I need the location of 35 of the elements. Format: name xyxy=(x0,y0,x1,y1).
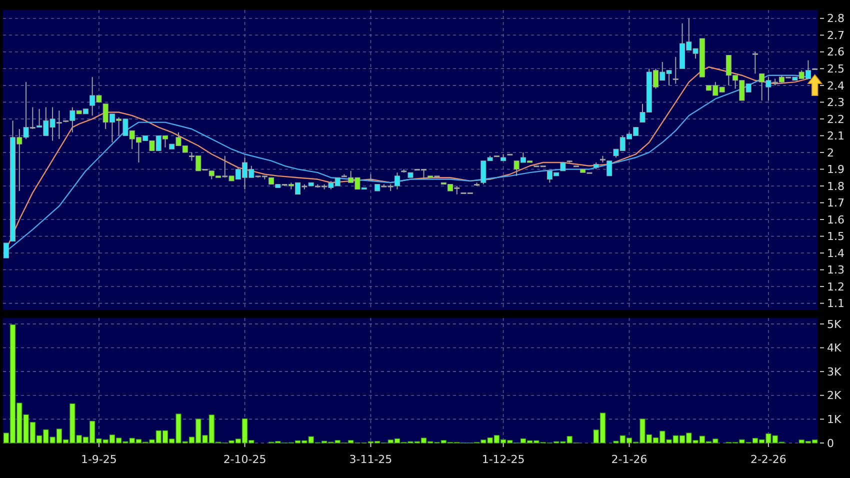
candlestick xyxy=(3,242,9,258)
y-tick-label: 2.7 xyxy=(827,28,844,42)
x-tick-label: 2-1-26 xyxy=(611,453,648,466)
y-tick-label: 1.4 xyxy=(827,246,844,260)
y-tick-label: 2K xyxy=(827,389,842,402)
y-tick-label: 2 xyxy=(827,146,834,160)
y-tick-label: 2.8 xyxy=(827,12,844,26)
x-tick-label: 1-9-25 xyxy=(80,453,117,466)
y-tick-label: 2.6 xyxy=(827,46,844,59)
x-tick-label: 1-12-25 xyxy=(482,453,525,466)
candlestick xyxy=(752,51,758,74)
y-tick-label: 1.6 xyxy=(827,213,844,226)
y-tick-label: 2.3 xyxy=(827,96,844,110)
y-tick-label: 1.1 xyxy=(827,297,844,310)
y-tick-label: 1.8 xyxy=(827,180,844,193)
y-tick-label: 5K xyxy=(827,318,842,331)
candlestick xyxy=(368,174,374,181)
x-tick-label: 2-2-26 xyxy=(750,453,786,466)
y-tick-label: 2.5 xyxy=(827,62,844,76)
x-tick-label: 2-10-25 xyxy=(223,453,266,466)
y-tick-label: 1K xyxy=(827,413,842,426)
y-tick-label: 1.9 xyxy=(827,163,844,176)
x-tick-label: 3-11-25 xyxy=(349,453,392,466)
y-tick-label: 2.2 xyxy=(827,112,844,126)
y-tick-label: 0 xyxy=(827,436,834,450)
candlestick xyxy=(606,160,612,176)
y-tick-label: 3K xyxy=(827,365,842,378)
y-tick-label: 2.4 xyxy=(827,79,844,92)
y-tick-label: 2.1 xyxy=(827,130,844,143)
y-tick-label: 1.5 xyxy=(827,230,844,244)
candlestick xyxy=(672,56,678,84)
y-tick-label: 1.2 xyxy=(827,280,844,294)
y-tick-label: 1.3 xyxy=(827,264,844,277)
y-tick-label: 4K xyxy=(827,342,842,355)
y-tick-label: 1.7 xyxy=(827,196,844,210)
